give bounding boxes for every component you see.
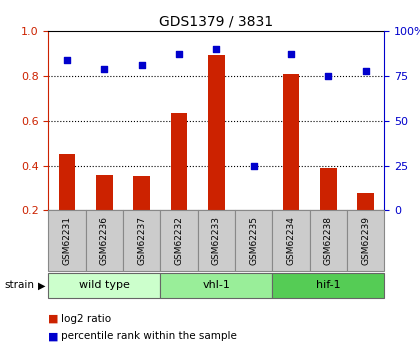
Point bbox=[250, 163, 257, 168]
Bar bbox=[48, 210, 86, 271]
Text: ■: ■ bbox=[48, 332, 59, 341]
Text: GSM62231: GSM62231 bbox=[63, 216, 71, 265]
Point bbox=[138, 62, 145, 68]
Text: log2 ratio: log2 ratio bbox=[61, 314, 111, 324]
Bar bbox=[357, 193, 374, 210]
Bar bbox=[48, 273, 160, 298]
Text: ■: ■ bbox=[48, 314, 59, 324]
Text: GSM62233: GSM62233 bbox=[212, 216, 221, 265]
Bar bbox=[235, 210, 272, 271]
Bar bbox=[283, 73, 299, 210]
Text: strain: strain bbox=[4, 280, 34, 290]
Text: GSM62236: GSM62236 bbox=[100, 216, 109, 265]
Bar bbox=[171, 113, 187, 210]
Bar bbox=[347, 210, 384, 271]
Bar bbox=[58, 155, 75, 210]
Bar bbox=[123, 210, 160, 271]
Bar bbox=[310, 210, 347, 271]
Text: percentile rank within the sample: percentile rank within the sample bbox=[61, 332, 237, 341]
Point bbox=[176, 52, 182, 57]
Text: hif-1: hif-1 bbox=[316, 280, 341, 290]
Bar bbox=[86, 210, 123, 271]
Bar bbox=[198, 210, 235, 271]
Text: GSM62239: GSM62239 bbox=[361, 216, 370, 265]
Bar bbox=[133, 176, 150, 210]
Title: GDS1379 / 3831: GDS1379 / 3831 bbox=[159, 14, 273, 29]
Bar bbox=[272, 273, 384, 298]
Bar bbox=[208, 55, 225, 210]
Point bbox=[101, 66, 108, 71]
Text: GSM62237: GSM62237 bbox=[137, 216, 146, 265]
Point bbox=[325, 73, 332, 79]
Point bbox=[288, 52, 294, 57]
Bar bbox=[160, 210, 198, 271]
Point bbox=[213, 46, 220, 52]
Text: vhl-1: vhl-1 bbox=[202, 280, 230, 290]
Bar bbox=[96, 175, 113, 210]
Bar bbox=[272, 210, 310, 271]
Text: ▶: ▶ bbox=[38, 280, 45, 290]
Text: GSM62234: GSM62234 bbox=[286, 216, 295, 265]
Bar bbox=[320, 168, 337, 210]
Point bbox=[362, 68, 369, 73]
Point bbox=[63, 57, 70, 62]
Text: GSM62232: GSM62232 bbox=[174, 216, 184, 265]
Text: GSM62235: GSM62235 bbox=[249, 216, 258, 265]
Text: GSM62238: GSM62238 bbox=[324, 216, 333, 265]
Bar bbox=[160, 273, 272, 298]
Text: wild type: wild type bbox=[79, 280, 130, 290]
